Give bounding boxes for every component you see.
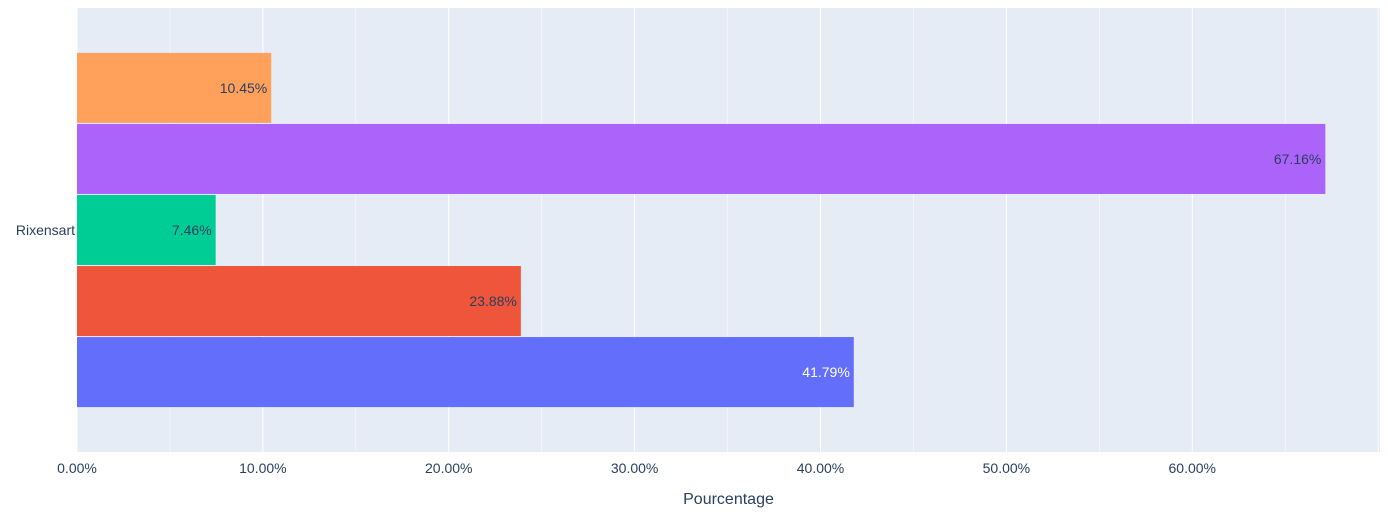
x-axis-title: Pourcentage [683, 491, 774, 508]
x-tick-label: 10.00% [239, 460, 286, 476]
bar [77, 194, 216, 266]
x-tick-label: 40.00% [797, 460, 844, 476]
x-tick-label: 20.00% [425, 460, 472, 476]
bar [77, 266, 521, 337]
bar-value-label: 41.79% [802, 364, 849, 380]
x-tick-label: 0.00% [57, 460, 97, 476]
x-tick-label: 30.00% [611, 460, 658, 476]
x-tick-label: 50.00% [983, 460, 1030, 476]
bar [77, 123, 1326, 194]
category-label: Rixensart [16, 222, 75, 238]
bars: 41.79% 23.88% 7.46% 67.16% 10.45% [77, 52, 1326, 408]
bar-value-label: 67.16% [1274, 151, 1321, 167]
bar [77, 337, 854, 408]
x-tick-labels: 0.00% 10.00% 20.00% 30.00% 40.00% 50.00% 60.00… [57, 460, 1216, 476]
bar-value-label: 10.45% [220, 80, 267, 96]
bar-value-label: 7.46% [172, 222, 212, 238]
x-tick-label: 60.00% [1169, 460, 1216, 476]
bar-value-label: 23.88% [469, 293, 516, 309]
bar [77, 52, 272, 123]
